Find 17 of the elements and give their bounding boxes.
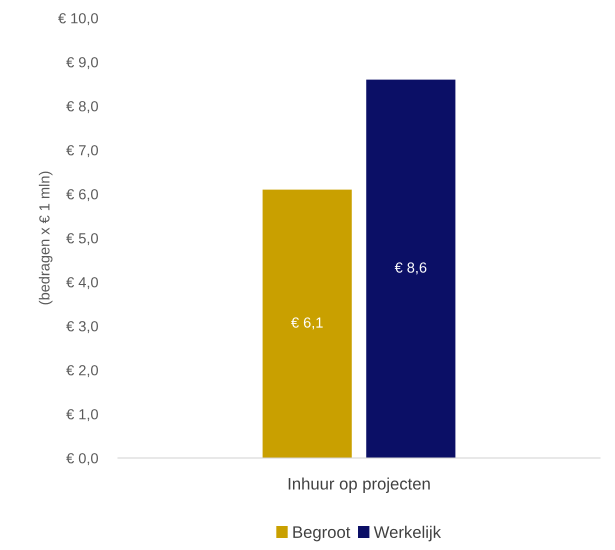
- y-tick-label: € 9,0: [66, 57, 98, 70]
- y-tick-label: € 10,0: [58, 13, 98, 26]
- y-tick-label: € 4,0: [66, 277, 98, 290]
- y-tick-label: € 3,0: [66, 321, 98, 334]
- y-axis-title: (bedragen x € 1 mln): [38, 172, 52, 304]
- data-label: € 6,1: [291, 317, 323, 330]
- y-tick-label: € 6,0: [66, 189, 98, 202]
- y-tick-label: € 2,0: [66, 365, 98, 378]
- y-tick-label: € 8,0: [66, 101, 98, 114]
- data-label: € 8,6: [394, 262, 426, 274]
- y-tick-label: € 5,0: [66, 233, 98, 246]
- x-tick-label: Inhuur op projecten: [288, 477, 430, 493]
- y-tick-label: € 0,0: [66, 453, 98, 466]
- y-tick-label: € 1,0: [66, 409, 98, 422]
- legend-label: Werkelijk: [374, 526, 442, 542]
- y-tick-label: € 7,0: [66, 145, 98, 158]
- legend-label: Begroot: [293, 526, 350, 542]
